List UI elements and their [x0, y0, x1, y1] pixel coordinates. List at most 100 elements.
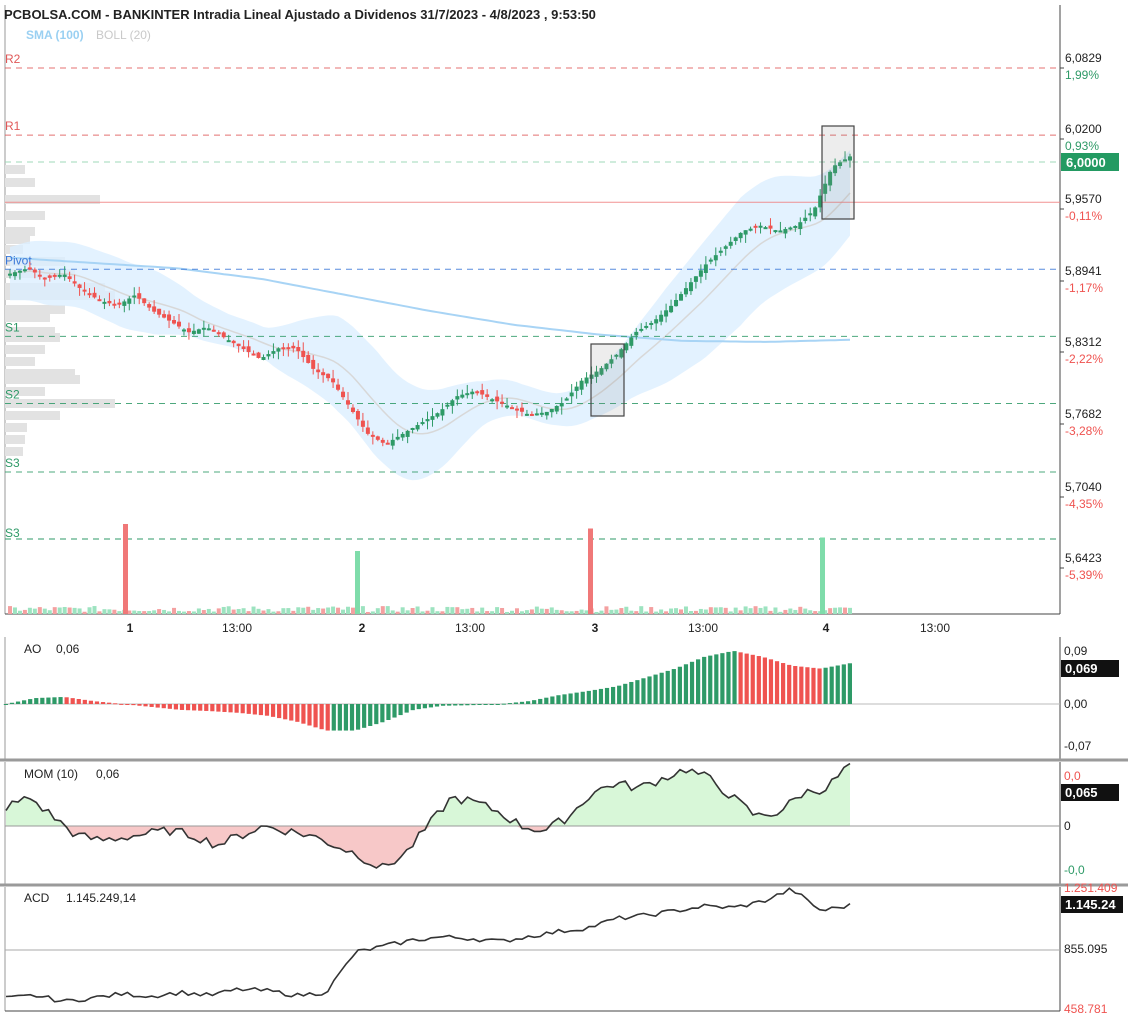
acd-current-value: 1.145.24: [1065, 897, 1116, 912]
volume-bar: [495, 607, 500, 614]
candle-body: [22, 269, 27, 272]
volume-profile-bar: [5, 235, 30, 244]
ao-bar: [841, 664, 846, 704]
mom-negative-area: [6, 826, 850, 868]
ao-bar: [507, 703, 512, 705]
candle-body: [186, 328, 191, 333]
candle-body: [8, 273, 12, 276]
volume-bar: [226, 606, 231, 614]
ao-bar: [185, 704, 191, 711]
ao-bar: [179, 704, 185, 710]
volume-bar: [788, 608, 793, 614]
volume-bar: [142, 611, 147, 614]
level-label-r1: R1: [5, 119, 21, 133]
ao-bar: [495, 704, 500, 705]
volume-bar: [524, 610, 529, 614]
ao-bar: [696, 659, 701, 704]
candle-body: [42, 277, 47, 280]
volume-bar: [107, 609, 112, 614]
candle-body: [430, 416, 435, 420]
acd-value: 1.145.249,14: [66, 891, 136, 905]
candle-body: [495, 396, 500, 402]
volume-bar: [490, 611, 495, 614]
volume-bar: [609, 609, 614, 614]
candle-body: [27, 267, 32, 270]
volume-bar: [400, 607, 405, 614]
ao-bar: [362, 704, 367, 728]
ao-bar: [210, 704, 215, 712]
candle-body: [201, 327, 206, 330]
volume-bar: [559, 610, 564, 614]
candle-body: [629, 337, 634, 346]
candle-body: [77, 284, 82, 288]
candle-body: [157, 308, 162, 315]
ao-bar: [732, 651, 737, 704]
volume-bar: [728, 611, 733, 614]
volume-bar: [803, 608, 808, 614]
volume-bar: [147, 610, 152, 614]
ao-bar: [319, 704, 324, 730]
ao-bar: [149, 704, 154, 707]
ao-bar: [635, 680, 640, 704]
volume-bar: [216, 608, 221, 614]
ao-bar: [70, 698, 75, 704]
ao-bar: [15, 701, 21, 704]
level-label-s3: S3: [5, 456, 20, 470]
level-pct-label: -0,11%: [1065, 209, 1102, 223]
x-axis-label: 13:00: [688, 621, 718, 635]
ao-bar: [580, 691, 585, 704]
candle-body: [808, 213, 813, 216]
price-tick-label: 5,8312: [1065, 335, 1102, 349]
volume-bar: [639, 606, 644, 614]
volume-bar: [848, 607, 852, 614]
ao-value: 0,06: [56, 642, 80, 656]
volume-bar: [92, 606, 97, 614]
volume-bar: [644, 611, 649, 614]
volume-profile-bar: [5, 435, 25, 444]
volume-bar: [768, 610, 773, 614]
level-label-s3: S3: [5, 526, 20, 540]
candle-body: [510, 407, 515, 410]
candle-body: [534, 413, 539, 416]
candle-body: [594, 371, 599, 377]
volume-bar: [201, 610, 206, 614]
candle-body: [132, 295, 137, 298]
ao-bar: [489, 704, 494, 705]
level-pct-label: -5,39%: [1065, 568, 1103, 582]
ao-bar: [222, 704, 227, 712]
ao-bar: [125, 704, 130, 705]
candle-body: [843, 159, 848, 162]
volume-bar: [410, 608, 415, 614]
volume-bar: [703, 609, 708, 614]
acd-tick-label: 855.095: [1064, 942, 1108, 956]
ao-bar: [750, 654, 755, 704]
volume-bar: [430, 607, 435, 614]
volume-bar: [336, 607, 341, 614]
ao-bar: [714, 654, 719, 704]
volume-bar: [137, 611, 142, 614]
volume-profile-bar: [5, 411, 60, 420]
ao-bar: [216, 704, 221, 712]
volume-bar: [579, 609, 584, 614]
candle-body: [693, 276, 698, 282]
chart-title: PCBOLSA.COM - BANKINTER Intradia Lineal …: [4, 7, 596, 22]
candle-body: [564, 398, 569, 401]
candle-body: [554, 405, 559, 412]
mom-tick-label: 0: [1064, 819, 1071, 833]
level-pct-label: -3,28%: [1065, 424, 1103, 438]
acd-line: [5, 887, 851, 1003]
ao-bar: [610, 686, 616, 704]
candle-body: [783, 228, 788, 234]
ao-bar: [781, 663, 786, 704]
volume-bar: [370, 611, 375, 614]
volume-bar: [708, 607, 713, 614]
level-pct-label: 1,99%: [1065, 68, 1099, 82]
ao-bar: [471, 704, 476, 706]
volume-profile-bar: [5, 369, 75, 378]
candle-body: [833, 165, 838, 174]
ao-current-value: 0,069: [1065, 661, 1098, 676]
volume-bar: [604, 606, 609, 614]
volume-profile-bar: [5, 327, 55, 336]
volume-bar: [778, 611, 783, 614]
candle-body: [375, 436, 380, 440]
